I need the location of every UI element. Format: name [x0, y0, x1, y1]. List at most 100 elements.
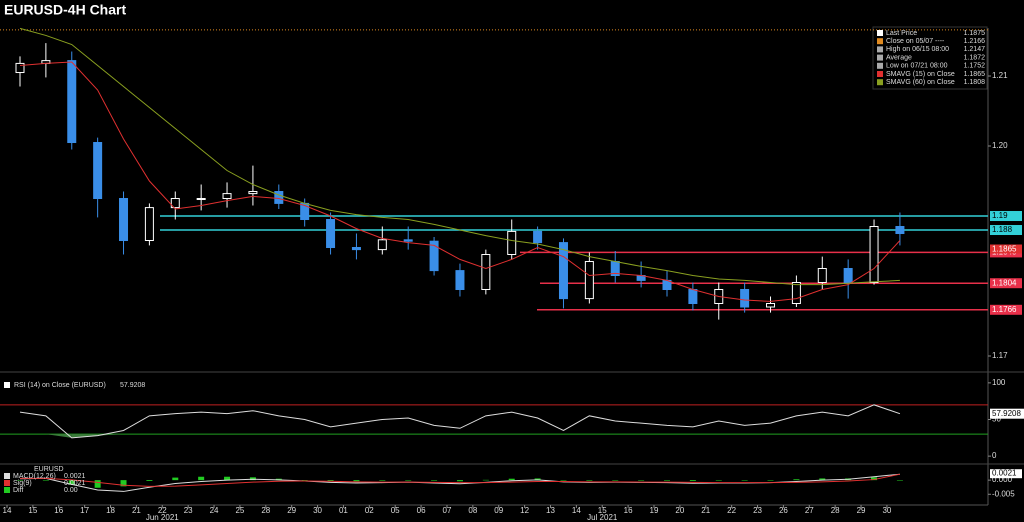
- diff-bar: [767, 480, 774, 481]
- candle-body: [507, 230, 517, 256]
- diff-bar: [42, 480, 49, 481]
- level-tag: [990, 211, 1022, 222]
- x-tick-label: 21: [701, 506, 710, 515]
- rsi-tag-label: 57.9208: [992, 409, 1021, 418]
- x-tick-label: 28: [831, 506, 840, 515]
- level-label: 1.19: [992, 211, 1008, 220]
- candle-body: [455, 270, 465, 291]
- legend-swatch: [877, 71, 883, 77]
- x-tick-label: 20: [675, 506, 684, 515]
- x-tick-label: 28: [261, 506, 270, 515]
- x-tick-label: 27: [805, 506, 814, 515]
- candle-body: [351, 247, 361, 251]
- diff-bar: [94, 480, 101, 488]
- legend-label: MACD(12,26): [13, 473, 56, 480]
- price-tag-label: 1.1865: [992, 245, 1017, 254]
- diff-bar: [301, 480, 308, 481]
- candle-body: [170, 198, 180, 209]
- level-label: 1.1766: [992, 305, 1017, 314]
- diff-bar: [68, 480, 75, 485]
- y-tick-label: -0.005: [992, 489, 1015, 498]
- x-tick-label: 22: [158, 506, 167, 515]
- month-label: Jun 2021: [146, 513, 179, 522]
- legend-swatch: [4, 473, 10, 479]
- legend-label: Diff: [13, 487, 23, 494]
- diff-bar: [482, 479, 489, 481]
- x-tick-label: 19: [650, 506, 659, 515]
- legend-swatch: [877, 54, 883, 61]
- y-tick-label: 0.000: [992, 475, 1013, 484]
- x-tick-label: 17: [80, 506, 89, 515]
- y-tick-label: 50: [992, 415, 1001, 424]
- candle-body: [326, 219, 336, 249]
- rsi-line: [19, 404, 901, 439]
- diff-bar: [249, 477, 256, 481]
- x-tick-label: 07: [443, 506, 452, 515]
- diff-bar: [172, 477, 179, 481]
- legend-label: High on 06/15 08:00: [886, 46, 949, 53]
- x-tick-label: 13: [546, 506, 555, 515]
- x-tick-label: 02: [365, 506, 374, 515]
- diff-bar: [638, 480, 645, 481]
- candle-body: [274, 191, 284, 204]
- y-tick-label: 0: [992, 451, 997, 460]
- x-tick-label: 30: [882, 506, 891, 515]
- x-tick-label: 16: [54, 506, 63, 515]
- diff-bar: [560, 480, 567, 481]
- legend-label: Low on 07/21 08:00: [886, 63, 948, 70]
- chart-title: EURUSD-4H Chart: [4, 2, 126, 18]
- legend-swatch: [4, 480, 10, 486]
- candle-body: [403, 239, 413, 242]
- y-tick-label: 1.21: [992, 71, 1008, 80]
- legend-swatch: [4, 382, 10, 388]
- diff-bar: [689, 480, 696, 481]
- x-tick-label: 09: [494, 506, 503, 515]
- y-tick-label: 100: [992, 378, 1006, 387]
- level-label: 1.188: [992, 225, 1013, 234]
- x-tick-label: 14: [3, 506, 12, 515]
- x-tick-label: 22: [727, 506, 736, 515]
- legend-label: SMAVG (15) on Close: [886, 71, 955, 78]
- diff-bar: [379, 480, 386, 481]
- rsi-oversold-fill: [45, 434, 72, 438]
- candle-body: [817, 268, 827, 284]
- legend-value: 1.1875: [964, 30, 986, 37]
- x-tick-label: 06: [417, 506, 426, 515]
- legend-label: Last Price: [886, 30, 917, 37]
- macd-title: EURUSD: [34, 466, 64, 473]
- diff-bar: [508, 478, 515, 481]
- level-label: 1.1804: [992, 278, 1017, 287]
- legend-label: Sig(9): [13, 480, 32, 487]
- diff-bar: [586, 480, 593, 481]
- diff-bar: [146, 480, 153, 481]
- x-tick-label: 30: [313, 506, 322, 515]
- candle-body: [144, 207, 154, 242]
- price-tag: [990, 244, 1022, 254]
- candle-body: [429, 240, 439, 272]
- candle-body: [481, 254, 491, 291]
- candle-body: [869, 226, 879, 284]
- rsi-label: RSI (14) on Close (EURUSD): [14, 382, 106, 389]
- diff-bar: [741, 480, 748, 481]
- legend-label: Close on 05/07 ----: [886, 38, 945, 45]
- x-tick-label: 08: [468, 506, 477, 515]
- legend-value: 1.2147: [964, 46, 986, 53]
- legend-value: 0.0021: [64, 473, 86, 480]
- macd-line: [20, 473, 901, 487]
- level-tag: [990, 278, 1022, 289]
- diff-bar: [198, 476, 205, 481]
- legend-swatch: [877, 46, 883, 53]
- y-tick-label: 1.17: [992, 351, 1008, 360]
- candle-body: [533, 230, 543, 244]
- x-tick-label: 18: [106, 506, 115, 515]
- level-tag: [990, 304, 1022, 315]
- candle-body: [119, 198, 129, 242]
- x-tick-label: 12: [520, 506, 529, 515]
- candle-body: [584, 261, 594, 300]
- diff-bar: [819, 478, 826, 481]
- diff-bar: [793, 479, 800, 481]
- diff-bar: [224, 476, 231, 481]
- diff-bar: [431, 480, 438, 481]
- candle-body: [196, 198, 206, 201]
